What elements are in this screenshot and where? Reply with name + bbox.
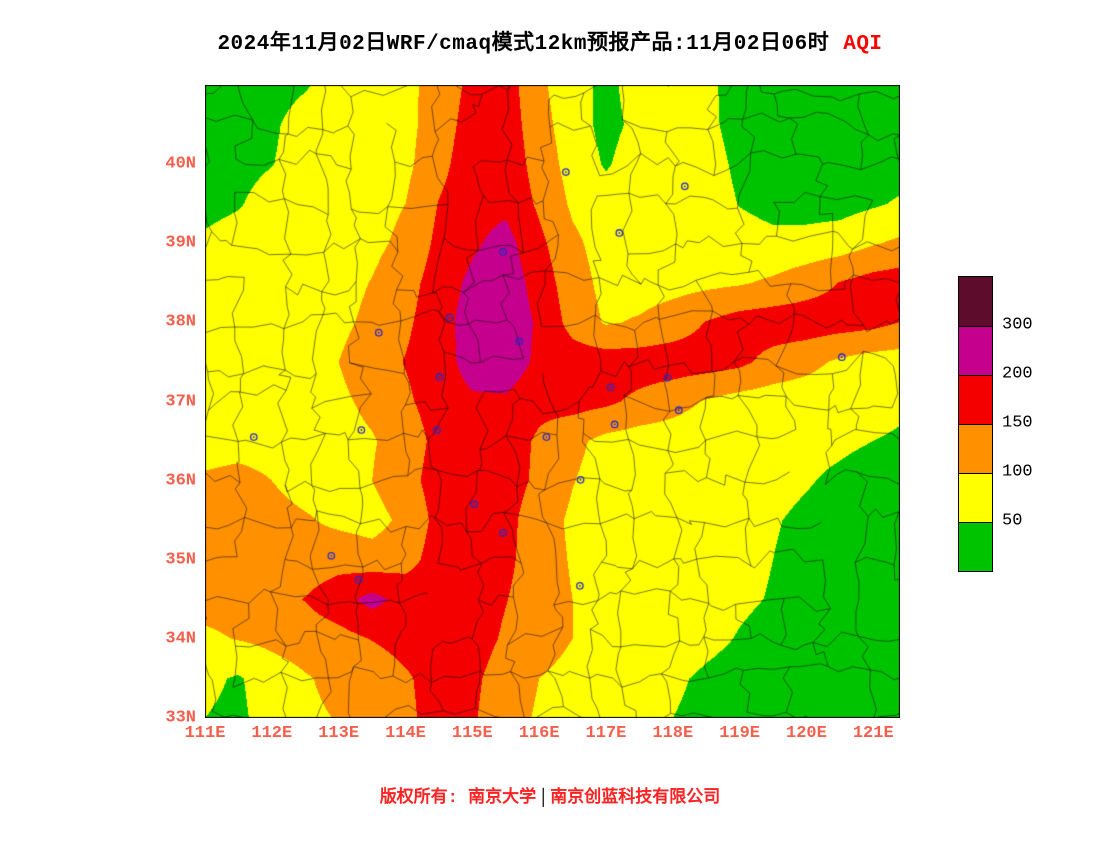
colorbar-tick-label: 200 [1002, 364, 1033, 384]
lat-tick-label: 35N [165, 550, 196, 570]
lat-tick-label: 40N [165, 154, 196, 174]
colorbar-cell [959, 277, 992, 326]
lat-tick-label: 37N [165, 392, 196, 411]
colorbar-tick-label: 150 [1002, 413, 1033, 433]
figure-title-main: 2024年11月02日WRF/cmaq模式12km预报产品:11月02日06时 [217, 33, 830, 56]
lon-tick-label: 111E [184, 724, 226, 743]
lat-tick-label: 38N [165, 312, 196, 332]
colorbar-tick-label: 50 [1002, 511, 1023, 531]
colorbar-cell [959, 375, 992, 424]
lon-tick-label: 114E [385, 724, 426, 743]
lon-tick-label: 118E [652, 724, 694, 743]
credit-left: 版权所有: 南京大学 [379, 789, 537, 808]
colorbar-cell [959, 326, 992, 375]
figure-credit: 版权所有: 南京大学 │ 南京创蓝科技有限公司 [0, 782, 1100, 808]
credit-separator: │ [538, 789, 549, 808]
colorbar-tick-label: 100 [1002, 462, 1033, 482]
aqi-map-canvas [205, 85, 900, 718]
lat-tick-label: 36N [165, 471, 196, 491]
lat-tick-label: 39N [165, 233, 196, 253]
colorbar-cell [959, 424, 992, 473]
lon-tick-label: 112E [251, 724, 293, 743]
colorbar-tick-label: 300 [1002, 315, 1033, 335]
lon-tick-label: 119E [719, 724, 761, 743]
figure-title: 2024年11月02日WRF/cmaq模式12km预报产品:11月02日06时 A… [0, 26, 1100, 56]
lon-tick-label: 116E [518, 724, 560, 743]
lat-tick-label: 33N [165, 708, 196, 728]
colorbar-cell [959, 522, 992, 571]
lon-tick-label: 120E [786, 724, 827, 743]
lat-tick-label: 34N [165, 629, 196, 649]
colorbar [958, 276, 993, 572]
lon-tick-label: 117E [585, 724, 627, 743]
colorbar-cell [959, 473, 992, 522]
credit-right: 南京创蓝科技有限公司 [550, 789, 721, 808]
lon-tick-label: 113E [318, 724, 360, 743]
lon-tick-label: 115E [451, 724, 493, 743]
figure-title-variable: AQI [843, 33, 883, 56]
lon-tick-label: 121E [852, 724, 894, 743]
